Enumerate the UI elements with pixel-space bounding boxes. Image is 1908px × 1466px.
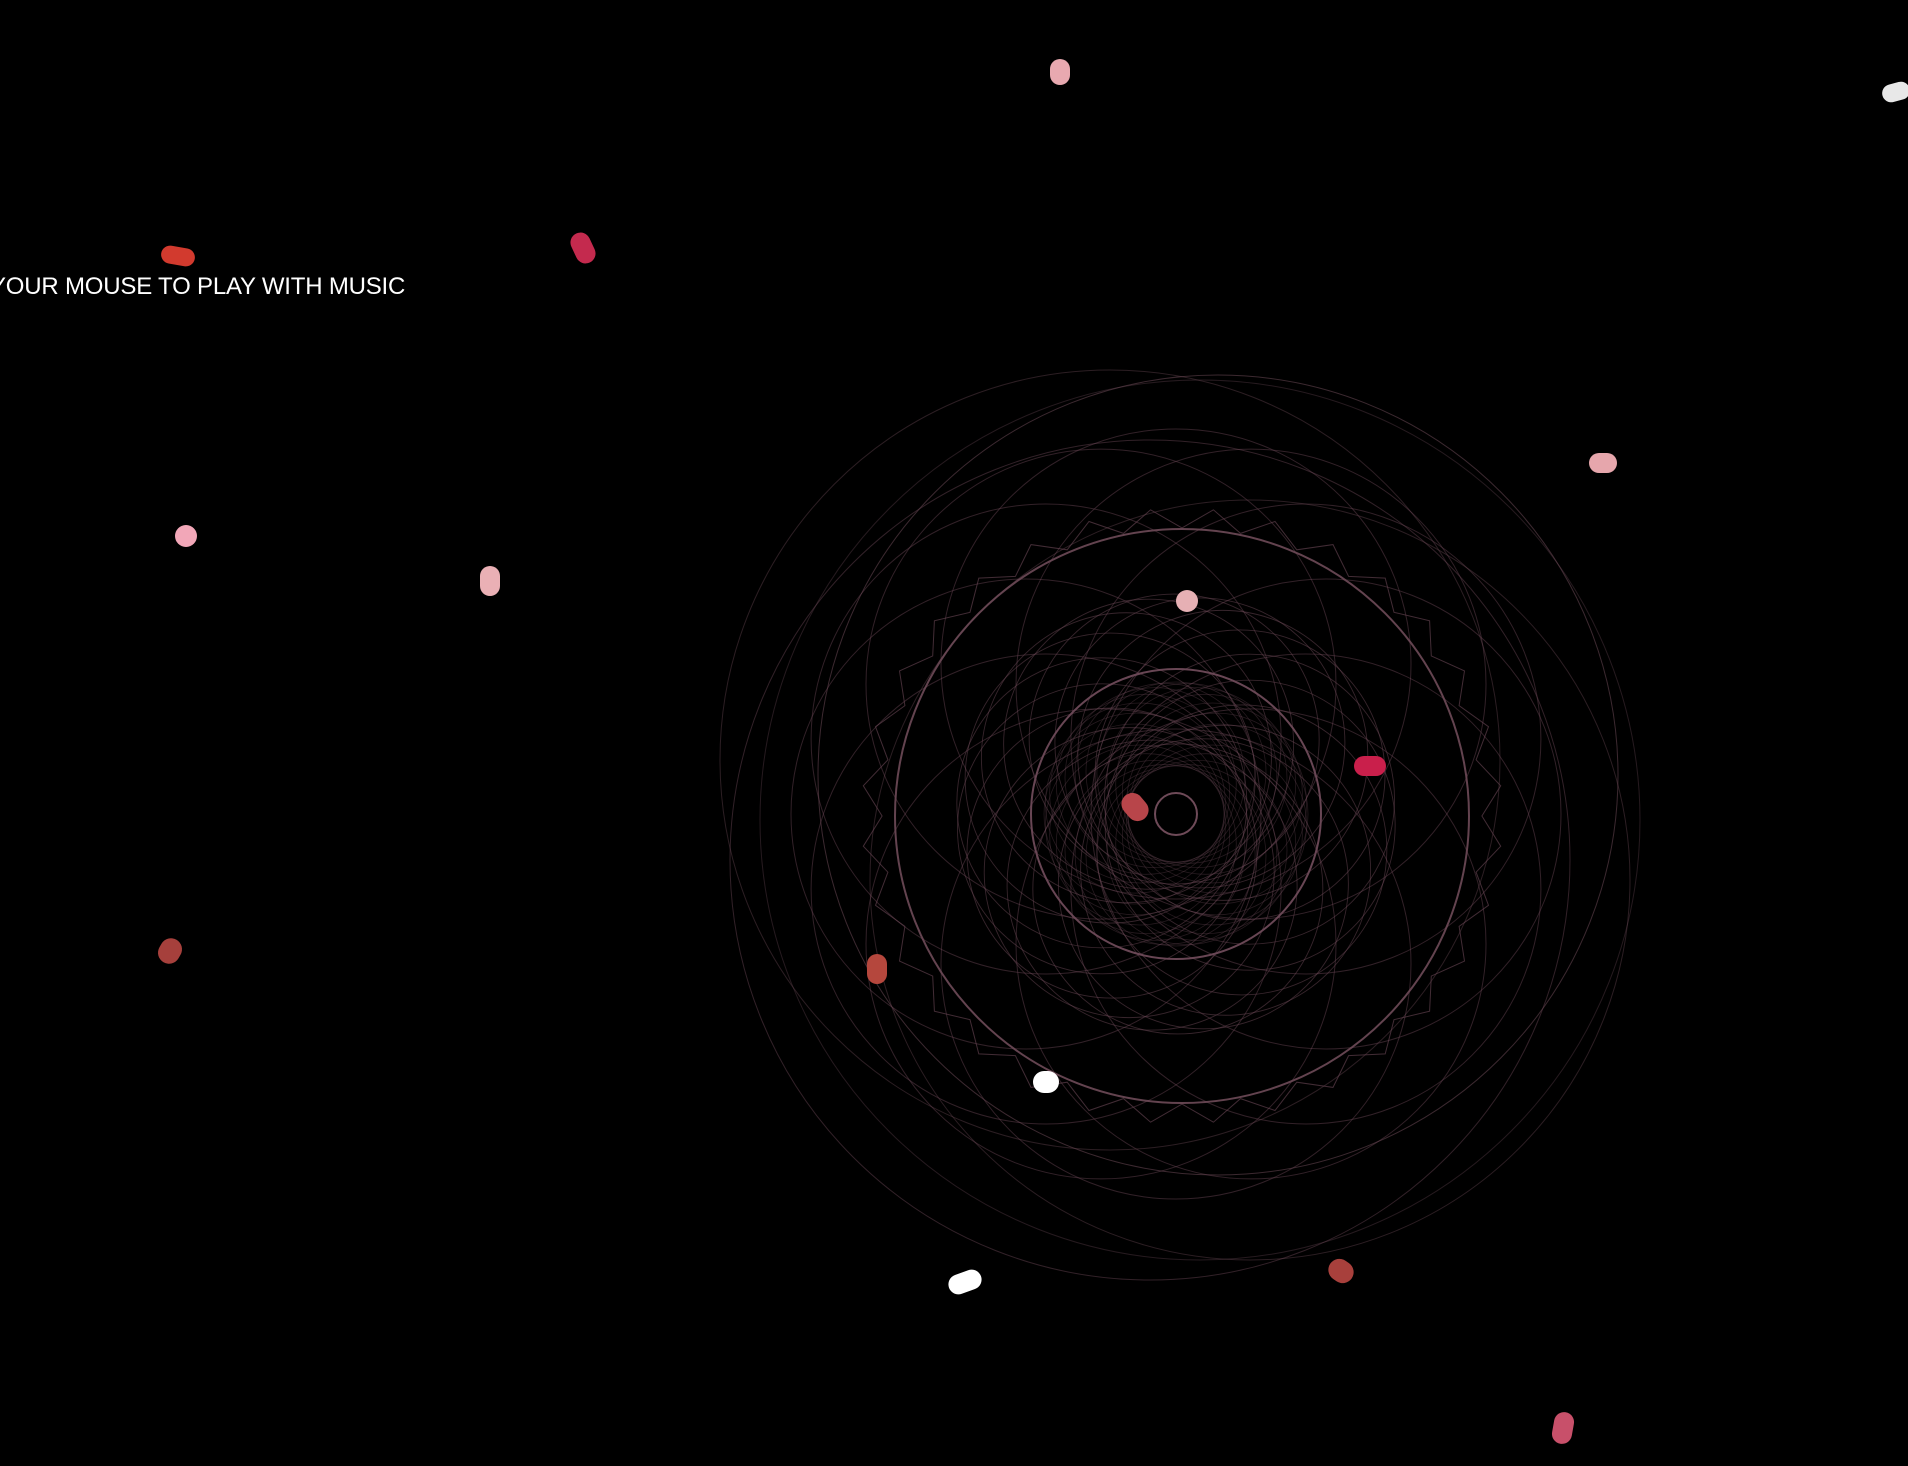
orbit-ring: [1106, 759, 1288, 941]
orbit-ring: [1028, 593, 1320, 885]
orbit-ring: [1032, 743, 1324, 1035]
orbit-ring: [810, 653, 1282, 1125]
orbit-ring: [810, 503, 1282, 975]
jagged-ring: [862, 509, 1502, 1123]
note-particle: [1121, 792, 1149, 822]
orbit-ring: [1096, 764, 1278, 945]
orbit-ring: [1090, 578, 1562, 1050]
note-particle: [948, 1269, 982, 1295]
orbit-ring: [1070, 503, 1542, 975]
note-particle: [1328, 1258, 1354, 1284]
orbit-ring: [865, 448, 1337, 920]
orbit-ring: [1104, 653, 1395, 945]
orbit-ring: [1115, 753, 1297, 935]
orbit-ring: [1055, 753, 1237, 935]
note-particle: [867, 954, 887, 984]
note-particle: [570, 232, 596, 264]
note-particle: [1354, 756, 1386, 776]
orbit-ring: [980, 612, 1272, 904]
orbit-ring: [790, 578, 1262, 1050]
orbit-ring: [1064, 759, 1246, 941]
orbit-ring: [1045, 712, 1226, 894]
orbit-ring: [940, 728, 1412, 1200]
orbit-ring: [719, 369, 1501, 1151]
note-particle: [1551, 1412, 1575, 1444]
orbit-ring: [1074, 683, 1256, 864]
orbit-ring: [759, 379, 1641, 1261]
note-particle: [1176, 590, 1198, 612]
orbit-ring: [1049, 702, 1231, 884]
note-particle: [161, 245, 195, 267]
orbit-ring: [1043, 723, 1225, 905]
orbit-ring: [1106, 687, 1288, 869]
orbit-ring: [1077, 609, 1369, 901]
note-particle: [1033, 1071, 1059, 1093]
orbit-ring: [956, 657, 1248, 949]
orbit-ring: [957, 683, 1248, 975]
instruction-text: YOUR MOUSE TO PLAY WITH MUSIC: [0, 273, 406, 300]
orbit-ring: [1115, 693, 1297, 875]
note-particle: [158, 938, 182, 964]
orbit-ring: [964, 632, 1256, 924]
particles-layer: [158, 59, 1908, 1444]
orbit-ring: [1054, 597, 1346, 889]
orbit-ring: [966, 707, 1258, 999]
orbit-ring: [1121, 702, 1303, 884]
note-particle: [1050, 59, 1070, 85]
orbit-ring: [1085, 765, 1267, 947]
note-particle: [1589, 453, 1617, 473]
orbit-ring: [1154, 792, 1198, 836]
note-particle: [480, 566, 500, 596]
orbit-ring: [1045, 734, 1226, 916]
orbit-ring: [1121, 744, 1303, 926]
orbit-ring: [983, 727, 1275, 1019]
orbit-ring: [1080, 724, 1372, 1016]
orbit-ring: [1057, 738, 1349, 1030]
orbit-ring: [1085, 681, 1267, 863]
orbit-ring: [940, 428, 1412, 900]
orbit-ring: [1094, 629, 1386, 921]
orbit-ring: [1096, 683, 1278, 864]
orbit-ring: [1049, 744, 1231, 926]
orbit-ring: [1126, 734, 1307, 916]
orbit-ring: [1070, 653, 1542, 1125]
orbit-ring: [1064, 687, 1246, 869]
note-particle: [175, 525, 197, 547]
orbit-ring: [729, 439, 1571, 1281]
orbit-ring: [869, 499, 1631, 1261]
orbit-ring: [1003, 598, 1295, 890]
orbit-ring: [817, 374, 1619, 1176]
orbit-ring: [1096, 704, 1388, 996]
orbit-ring: [1055, 693, 1237, 875]
orbit-ring: [1015, 708, 1487, 1180]
orbit-ring: [1006, 739, 1298, 1031]
orbit-ring: [894, 528, 1470, 1104]
orbit-ring: [1030, 668, 1322, 960]
note-particle: [1882, 81, 1908, 103]
orbit-ring: [1074, 764, 1256, 945]
spirograph-rings: [719, 369, 1641, 1281]
orbit-ring: [1104, 679, 1396, 971]
